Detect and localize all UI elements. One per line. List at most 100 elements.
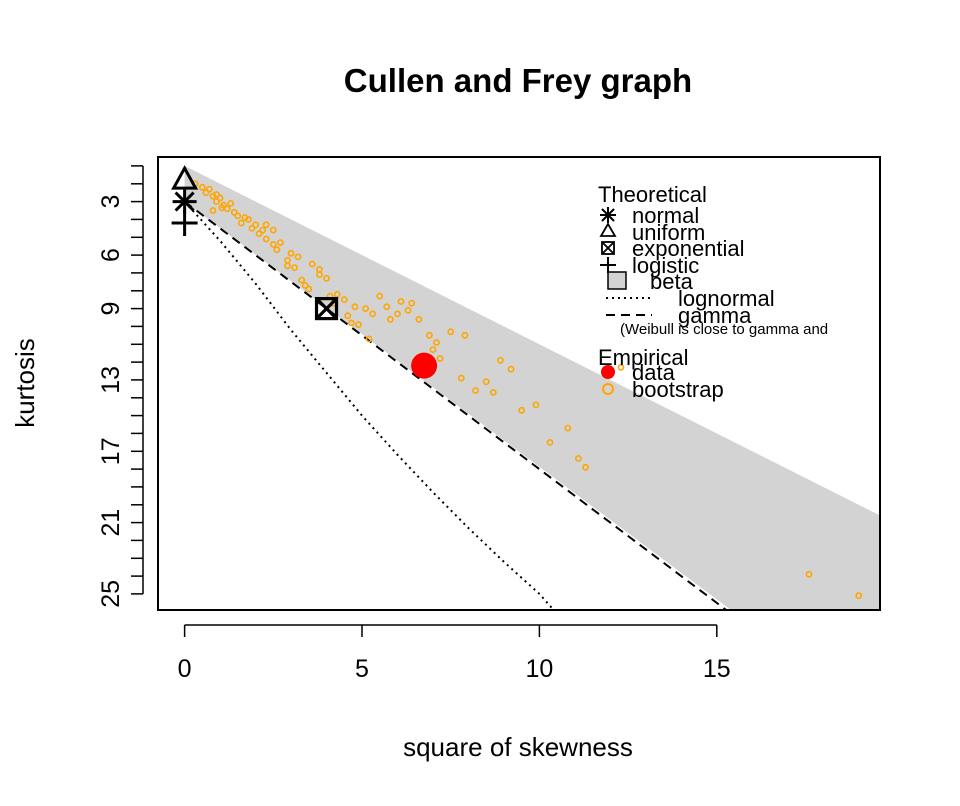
legend-weibull-note: (Weibull is close to gamma and bbox=[620, 321, 828, 338]
plot-area bbox=[183, 165, 880, 610]
legend-theoretical-title: Theoretical bbox=[598, 182, 707, 207]
y-tick-label: 9 bbox=[97, 302, 125, 316]
legend-uniform-label: uniform bbox=[632, 220, 705, 245]
bootstrap-point bbox=[252, 221, 259, 229]
beta-icon bbox=[607, 271, 627, 290]
beta-region bbox=[184, 165, 880, 610]
bootstrap-point bbox=[507, 365, 515, 373]
bootstrap-point bbox=[276, 239, 284, 246]
bootstrap-point bbox=[575, 454, 582, 462]
bootstrap-point bbox=[202, 189, 210, 197]
bootstrap-point bbox=[323, 274, 330, 282]
bootstrap-point bbox=[308, 260, 316, 268]
bootstrap-point bbox=[347, 319, 355, 327]
bootstrap-point bbox=[344, 312, 352, 320]
bootstrap-point bbox=[259, 226, 267, 234]
legend-empirical-title: Empirical bbox=[598, 345, 688, 370]
bootstrap-point bbox=[230, 208, 238, 216]
theoretical-markers bbox=[171, 165, 339, 321]
logistic-icon bbox=[600, 257, 616, 273]
legend-normal-label: normal bbox=[632, 203, 699, 228]
bootstrap-point bbox=[227, 199, 235, 207]
bootstrap-point bbox=[564, 424, 572, 432]
gamma-line bbox=[183, 200, 728, 610]
bootstrap-points bbox=[191, 180, 863, 600]
legend-gamma-label: gamma bbox=[678, 303, 752, 328]
data-point bbox=[411, 352, 438, 379]
y-tick-label: 3 bbox=[97, 195, 125, 209]
normal-icon bbox=[600, 207, 616, 223]
bootstrap-point bbox=[298, 276, 306, 284]
legend-data-label: data bbox=[632, 360, 676, 385]
legend-logistic-label: logistic bbox=[632, 253, 699, 278]
y-tick-label: 13 bbox=[97, 366, 125, 394]
bootstrap-point bbox=[237, 219, 245, 227]
bootstrap-point bbox=[262, 235, 270, 243]
x-tick-label: 15 bbox=[703, 655, 731, 683]
exponential-icon bbox=[601, 241, 615, 255]
x-axis: 0 5 10 15 bbox=[178, 624, 731, 683]
bootstrap-point bbox=[198, 183, 206, 191]
uniform-marker bbox=[171, 165, 199, 190]
y-axis: 3 6 9 13 17 21 25 bbox=[97, 165, 144, 608]
bootstrap-point bbox=[404, 306, 412, 314]
bootstrap-point bbox=[425, 331, 433, 339]
bootstrap-point bbox=[209, 207, 217, 214]
y-tick-label: 6 bbox=[97, 248, 125, 262]
bootstrap-point bbox=[482, 378, 490, 386]
bootstrap-point bbox=[287, 249, 295, 257]
bootstrap-point bbox=[489, 388, 497, 396]
bootstrap-point bbox=[472, 387, 479, 394]
bootstrap-point bbox=[394, 310, 401, 318]
bootstrap-point bbox=[291, 264, 298, 271]
bootstrap-point bbox=[397, 298, 405, 305]
bootstrap-point bbox=[294, 253, 302, 261]
bootstrap-point bbox=[269, 226, 277, 234]
x-axis-label: square of skewness bbox=[403, 732, 633, 762]
bootstrap-point bbox=[305, 285, 313, 293]
bootstrap-point bbox=[383, 303, 391, 311]
bootstrap-point bbox=[408, 299, 416, 307]
bootstrap-point bbox=[216, 194, 224, 202]
bootstrap-point bbox=[369, 310, 376, 318]
bootstrap-point bbox=[386, 315, 394, 323]
bootstrap-point bbox=[213, 191, 220, 198]
bootstrap-point bbox=[855, 592, 863, 600]
bootstrap-point bbox=[333, 290, 341, 298]
bootstrap-point bbox=[457, 374, 465, 382]
logistic-marker bbox=[171, 209, 198, 236]
bootstrap-point bbox=[340, 296, 348, 304]
bootstrap-point bbox=[234, 212, 242, 220]
bootstrap-point bbox=[518, 406, 526, 414]
bootstrap-point bbox=[205, 185, 213, 193]
bootstrap-point bbox=[355, 321, 362, 328]
bootstrap-point bbox=[351, 303, 359, 311]
x-tick-label: 0 bbox=[178, 655, 192, 683]
bootstrap-point bbox=[241, 214, 249, 221]
legend-beta-label: beta bbox=[650, 269, 694, 294]
bootstrap-point bbox=[532, 401, 540, 409]
bootstrap-point bbox=[617, 363, 625, 371]
bootstrap-point bbox=[213, 198, 220, 205]
legend-exponential-label: exponential bbox=[632, 236, 745, 261]
chart-title: Cullen and Frey graph bbox=[344, 62, 692, 99]
bootstrap-point bbox=[301, 281, 309, 289]
bootstrap-point bbox=[248, 224, 256, 232]
bootstrap-point bbox=[805, 570, 813, 578]
bootstrap-point bbox=[496, 356, 504, 364]
bootstrap-point bbox=[269, 240, 277, 248]
bootstrap-point bbox=[415, 315, 423, 323]
bootstrap-point bbox=[582, 463, 589, 471]
bootstrap-point bbox=[546, 438, 554, 446]
bootstrap-point bbox=[218, 204, 226, 212]
bootstrap-point bbox=[255, 230, 263, 238]
y-axis-label: kurtosis bbox=[10, 338, 40, 428]
x-tick-label: 5 bbox=[355, 655, 369, 683]
bootstrap-point bbox=[365, 335, 373, 343]
y-tick-label: 21 bbox=[97, 509, 125, 537]
bootstrap-point bbox=[376, 292, 384, 300]
bootstrap-point bbox=[362, 305, 369, 312]
bootstrap-point bbox=[315, 265, 323, 273]
legend: Theoretical normal uniform exponential l… bbox=[598, 182, 828, 402]
